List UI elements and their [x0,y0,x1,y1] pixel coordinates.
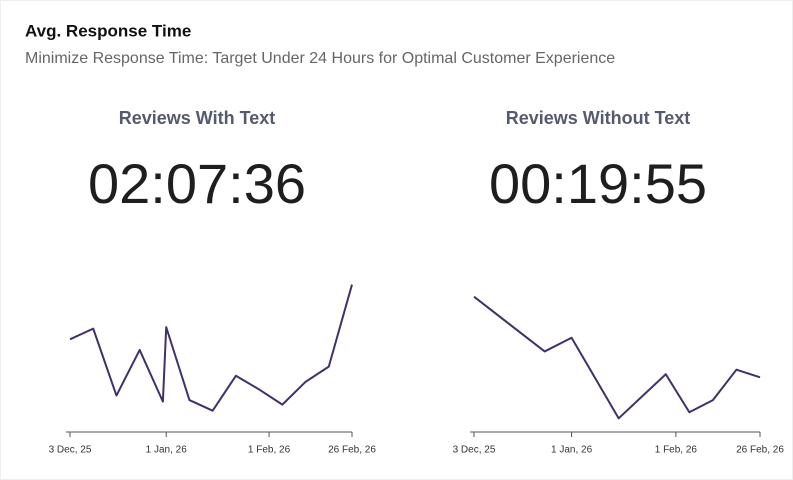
widget-title: Avg. Response Time [25,21,191,40]
x-tick-label: 3 Dec, 25 [49,445,92,456]
series-line [69,284,353,412]
x-tick-label: 1 Jan, 26 [146,445,188,456]
widget-subtitle: Minimize Response Time: Target Under 24 … [25,50,615,67]
x-tick-label: 1 Jan, 26 [551,445,593,456]
x-tick-label: 3 Dec, 25 [453,445,496,456]
x-tick-label: 26 Feb, 26 [328,445,376,456]
chart-title: Reviews Without Text [506,108,691,128]
series-line [473,295,761,420]
kpi-value: 00:19:55 [489,152,707,215]
chart-title: Reviews With Text [119,108,276,128]
x-tick-label: 26 Feb, 26 [736,445,784,456]
x-tick-label: 1 Feb, 26 [655,445,698,456]
kpi-value: 02:07:36 [88,152,306,215]
x-tick-label: 1 Feb, 26 [248,445,291,456]
